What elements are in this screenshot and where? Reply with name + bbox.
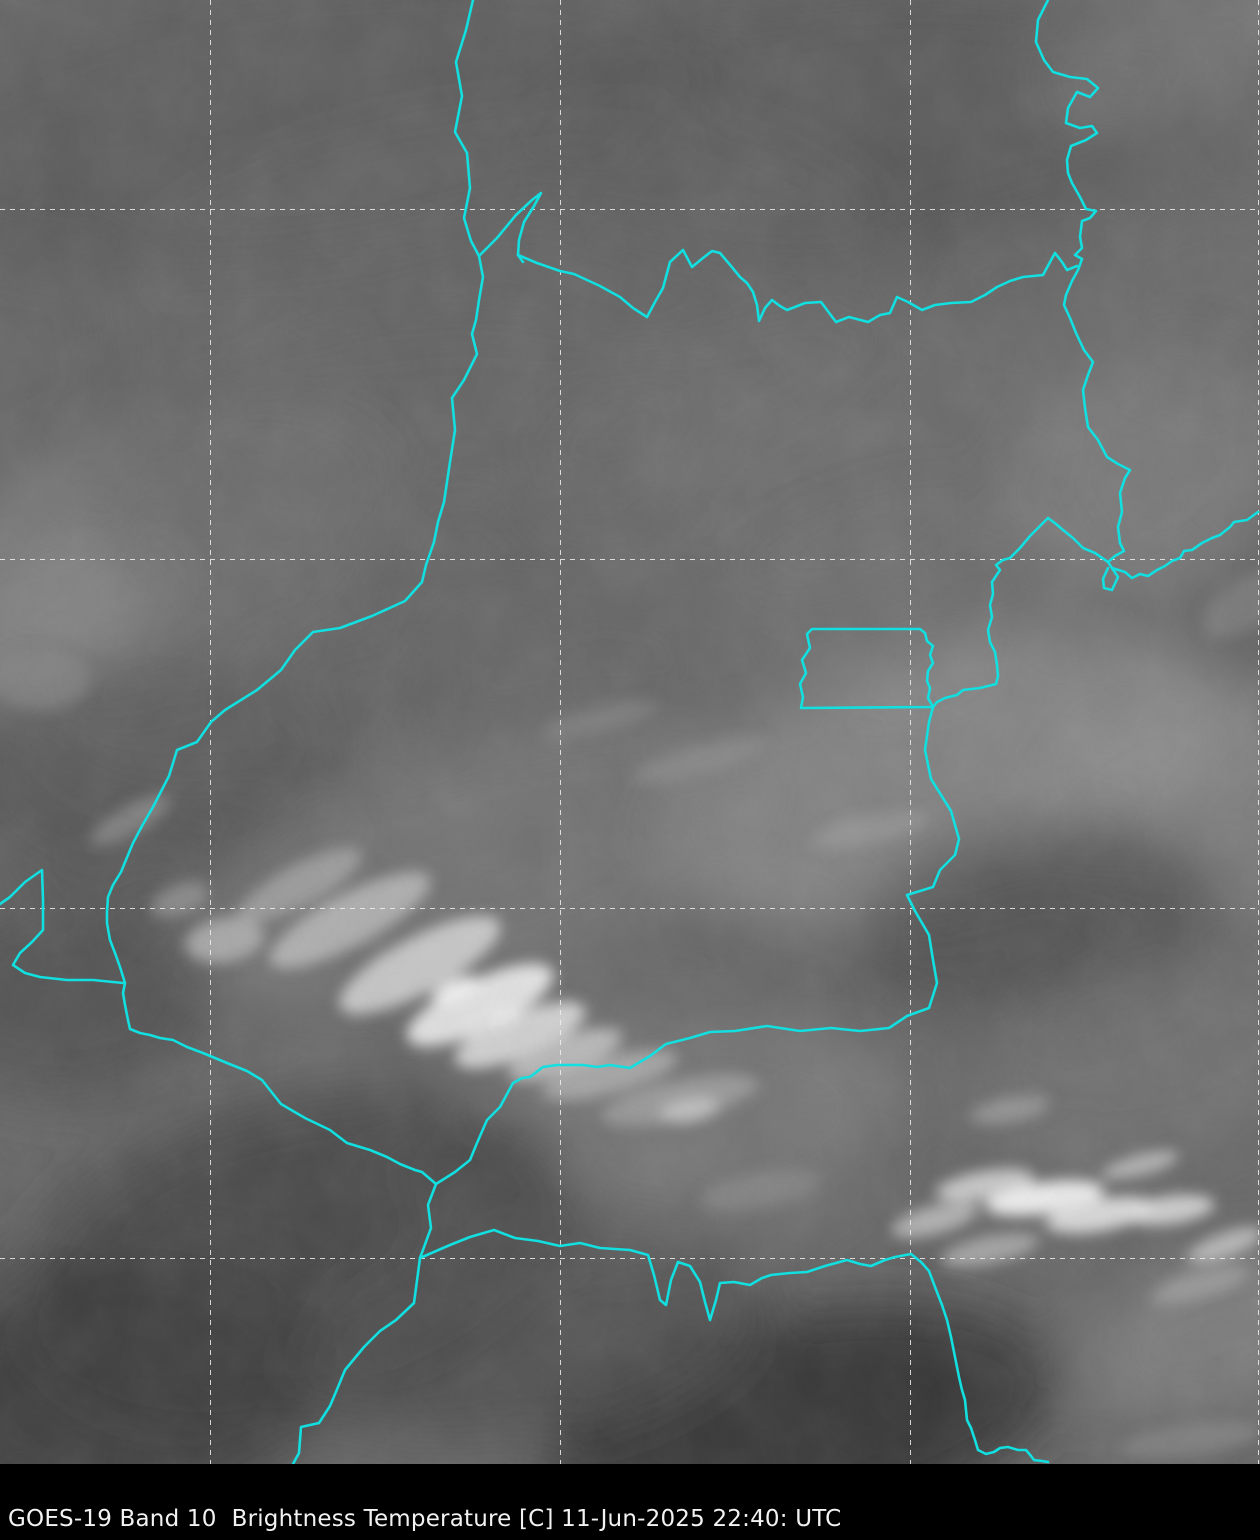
curvy-center-border [931, 516, 1110, 709]
west-hook-border [0, 868, 125, 985]
caption-text: GOES-19 Band 10 Brightness Temperature [… [8, 1505, 842, 1532]
west-state-border [105, 0, 485, 1466]
east-edge-border [1110, 510, 1260, 580]
southeast-border [418, 1228, 1050, 1464]
right-state-border [1034, 0, 1132, 592]
federal-district-outline [798, 627, 935, 710]
latlon-gridlines [0, 0, 1260, 1464]
state-borders [0, 0, 1260, 1466]
south-state-border [434, 705, 961, 1186]
north-spike-border [477, 191, 543, 264]
north-east-west-border [516, 248, 1079, 324]
cloud-texture-fine [0, 0, 1260, 1464]
caption-bar: GOES-19 Band 10 Brightness Temperature [… [0, 1464, 1260, 1540]
